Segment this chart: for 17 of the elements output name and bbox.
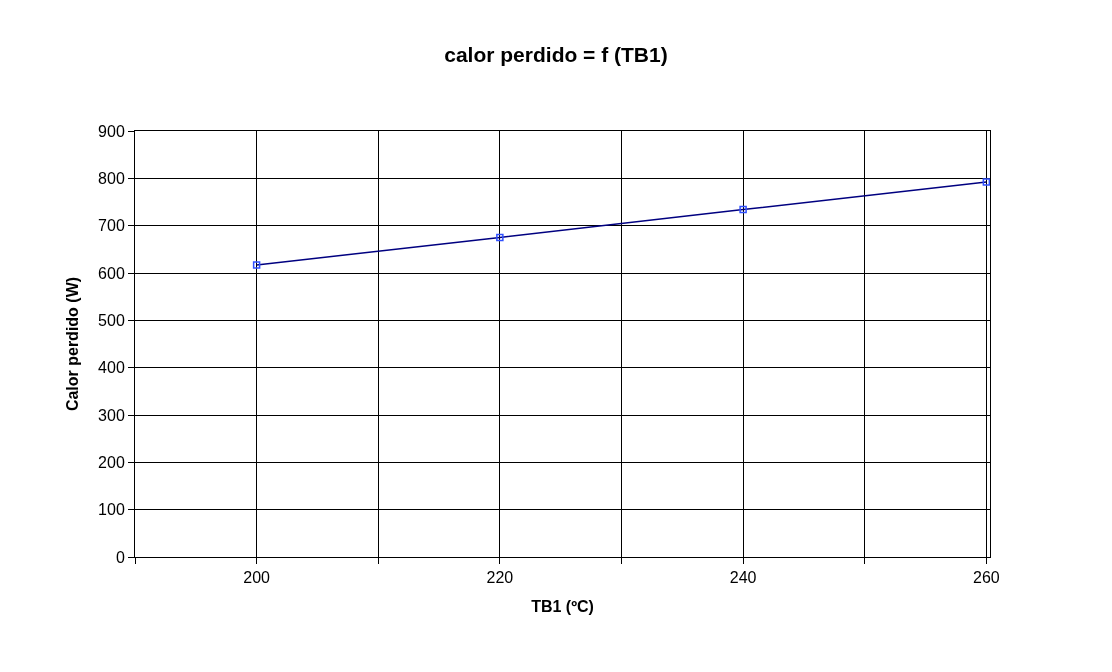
y-tick-label: 0 xyxy=(115,548,125,566)
y-tick-label: 400 xyxy=(98,359,125,377)
x-tick-label: 260 xyxy=(973,569,1000,587)
y-tick-label: 200 xyxy=(98,453,125,471)
y-tick-label: 900 xyxy=(98,122,125,140)
y-tick-label: 700 xyxy=(98,217,125,235)
y-tick-label: 800 xyxy=(98,169,125,187)
x-tick-label: 220 xyxy=(486,569,514,587)
y-axis-title: Calor perdido (W) xyxy=(64,276,81,412)
x-axis-title: TB1 (ºC) xyxy=(531,597,594,615)
y-tick-label: 300 xyxy=(98,406,125,424)
chart-title: calor perdido = f (TB1) xyxy=(444,42,668,66)
y-tick-label: 500 xyxy=(98,311,125,329)
x-tick-label: 240 xyxy=(729,569,757,587)
x-tick-label: 200 xyxy=(243,569,271,587)
y-tick-label: 100 xyxy=(98,501,125,519)
y-tick-label: 600 xyxy=(98,264,125,282)
